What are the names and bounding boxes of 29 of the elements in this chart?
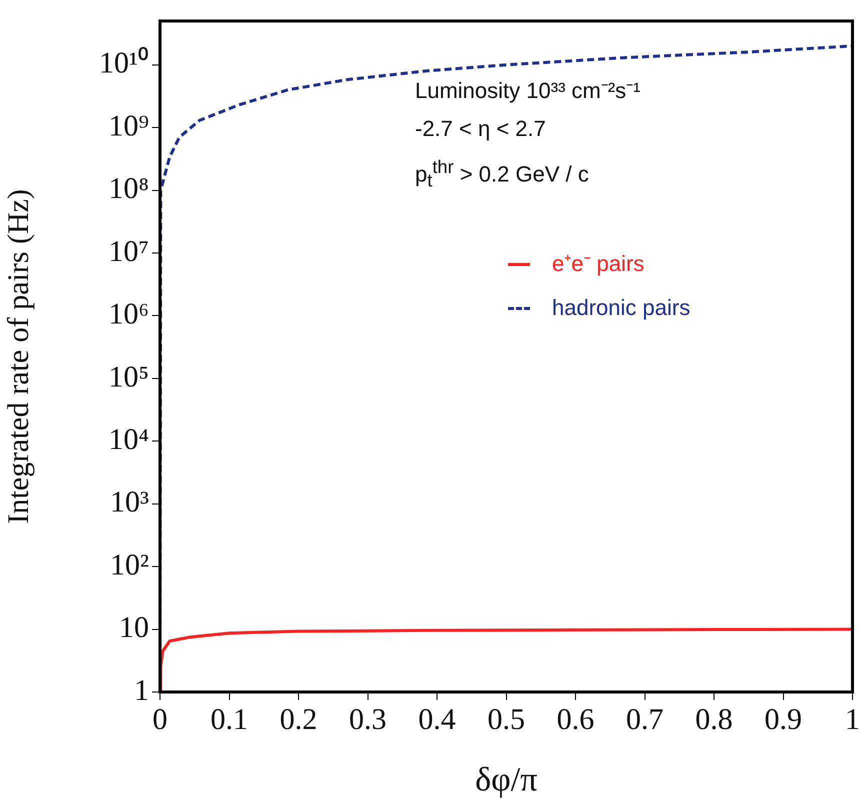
y-tick-label: 10 xyxy=(119,611,149,644)
x-tick-label: 1 xyxy=(845,702,860,736)
x-tick-label: 0.4 xyxy=(418,702,456,736)
annotation: Luminosity 10³³ cm⁻²s⁻¹ xyxy=(415,77,640,105)
y-tick-label: 10⁹ xyxy=(108,109,149,142)
y-tick-label: 10⁴ xyxy=(108,423,149,456)
y-tick-label: 10⁶ xyxy=(108,298,149,331)
y-tick-label: 10¹⁰ xyxy=(99,46,149,80)
x-tick-label: 0.1 xyxy=(210,702,248,736)
y-tick-label: 10⁸ xyxy=(108,172,149,206)
x-tick-label: 0.9 xyxy=(764,702,802,736)
x-tick-label: 0.6 xyxy=(556,702,594,736)
x-axis-title: δφ/π xyxy=(475,762,538,799)
annotation: -2.7 < η < 2.7 xyxy=(415,115,547,143)
annotation: p$_{t}$$^{thr}$ > 0.2 GeV / c xyxy=(415,155,590,193)
x-tick-label: 0.3 xyxy=(349,702,386,736)
legend-label: e⁺e⁻ pairs xyxy=(552,250,644,278)
y-tick-label: 10² xyxy=(110,548,149,582)
x-tick-label: 0.8 xyxy=(695,702,733,736)
x-tick-label: 0.7 xyxy=(626,702,664,736)
y-tick-label: 1 xyxy=(134,674,149,707)
x-tick-label: 0.2 xyxy=(280,702,318,736)
y-tick-label: 10⁵ xyxy=(108,360,149,394)
x-tick-label: 0 xyxy=(152,702,168,736)
y-axis-title: Integrated rate of pairs (Hz) xyxy=(2,189,35,524)
legend-label: hadronic pairs xyxy=(552,294,690,322)
y-tick-label: 10⁷ xyxy=(108,234,149,268)
x-tick-label: 0.5 xyxy=(488,702,525,736)
y-tick-label: 10³ xyxy=(110,486,149,519)
